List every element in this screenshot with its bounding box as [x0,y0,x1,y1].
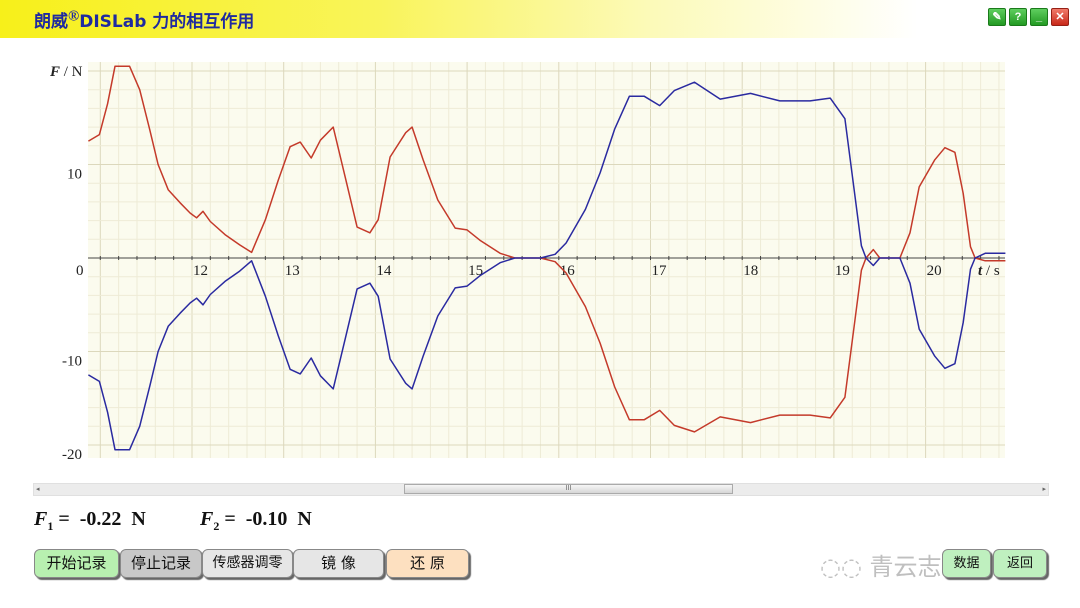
mirror-button[interactable]: 镜 像 [293,549,384,578]
x-tick-label: 13 [285,263,300,279]
watermark: ◌◌ 青云志 [820,547,942,582]
app-title: 朗威®DISLab 力的相互作用 [34,7,254,32]
series-line-f1 [88,65,1006,433]
x-tick-label: 16 [560,263,576,279]
y-tick-label: -10 [62,354,82,370]
restore-button[interactable]: 还 原 [386,549,469,578]
wechat-icon: ◌◌ [820,553,862,581]
title-brand: 朗威 [34,12,68,32]
data-button[interactable]: 数据 [942,549,991,578]
x-tick-label: 18 [743,263,758,279]
back-button[interactable]: 返回 [993,549,1047,578]
title-text: DISLab 力的相互作用 [79,12,255,32]
x-axis-label: t / s [978,263,1000,279]
x-tick-label: 19 [835,263,850,279]
y-tick-label: 10 [67,167,82,183]
scrollbar-thumb[interactable]: III [404,484,733,494]
close-icon[interactable]: ✕ [1051,8,1069,26]
pen-icon[interactable]: ✎ [988,8,1006,26]
minimize-icon[interactable]: _ [1030,8,1048,26]
x-tick-label: 14 [376,263,392,279]
x-tick-label: 17 [652,263,668,279]
origin-label: 0 [76,263,84,279]
horizontal-scrollbar[interactable]: ◂ III ▸ [33,483,1049,496]
x-tick-label: 12 [193,263,208,279]
y-tick-label: -20 [62,447,82,463]
stop-recording-button[interactable]: 停止记录 [120,549,202,578]
x-tick-label: 20 [927,263,942,279]
scroll-left-arrow[interactable]: ◂ [36,486,40,493]
f2-readout: F2 = -0.10 N [200,508,312,533]
x-tick-label: 15 [468,263,483,279]
f1-readout: F1 = -0.22 N [34,508,146,533]
sensor-zero-button[interactable]: 传感器调零 [202,549,293,578]
scroll-right-arrow[interactable]: ▸ [1042,486,1046,493]
force-time-chart: F / N t / s 0 12 13 14 15 16 17 18 19 20 10 -10 -20 [49,62,1006,463]
series-line-f2 [88,81,1006,451]
help-icon[interactable]: ? [1009,8,1027,26]
y-axis-label: F / N [49,64,83,80]
title-bar: 朗威®DISLab 力的相互作用 ✎ ? _ ✕ [0,0,1080,38]
watermark-text: 青云志 [869,553,942,581]
start-recording-button[interactable]: 开始记录 [34,549,119,578]
registered-mark: ® [68,8,80,25]
